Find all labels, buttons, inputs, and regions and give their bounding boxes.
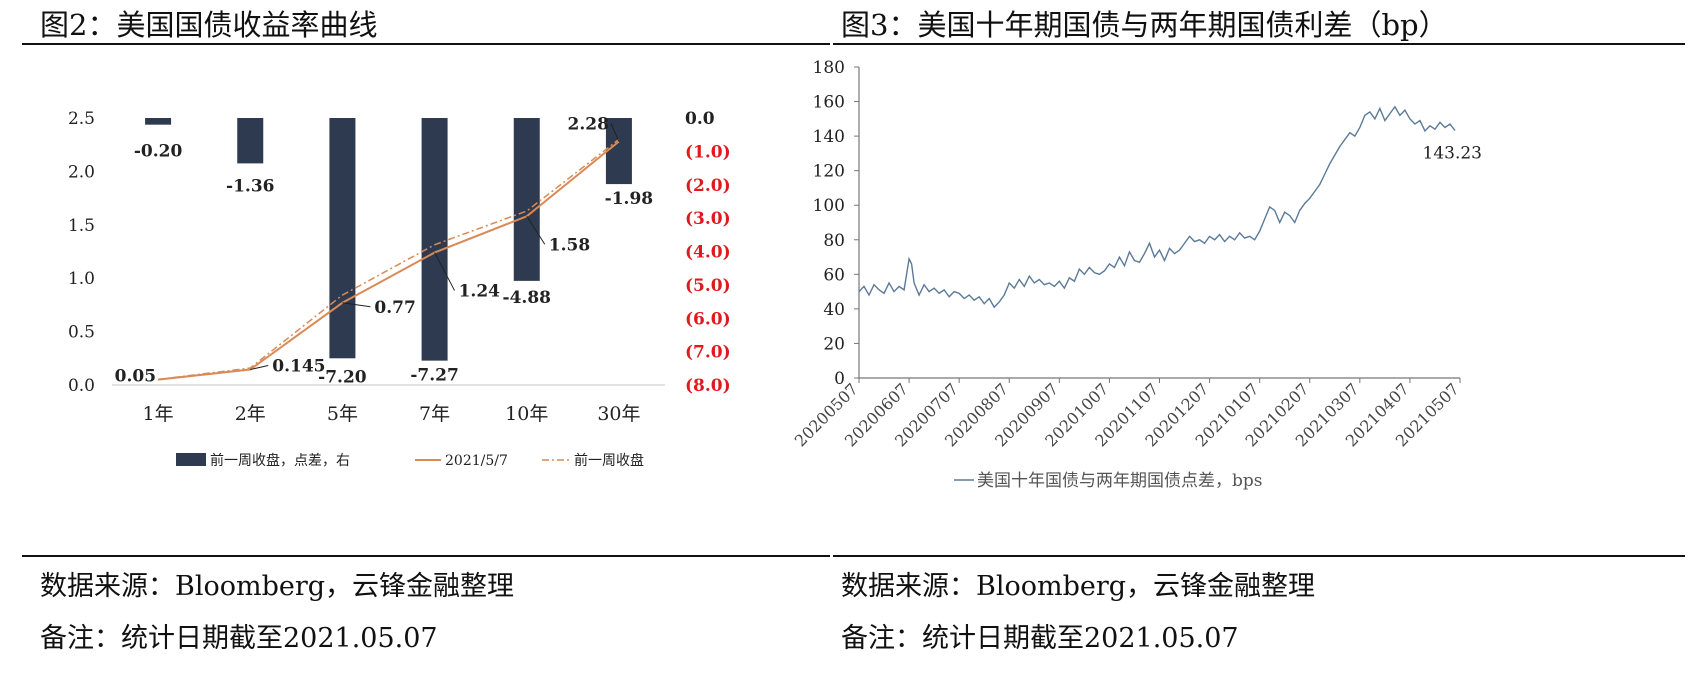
y-axis-tick-label: 40 [823, 300, 845, 320]
spread-bar-value-label: -0.20 [134, 142, 183, 162]
right-axis-tick-label: (5.0) [685, 276, 731, 296]
previous-close-line [157, 138, 620, 381]
spread-chart: 0204060801001201401601802020050720200607… [791, 58, 1482, 491]
right-axis-tick-label: (6.0) [685, 309, 731, 329]
right-axis-tick-label: (2.0) [685, 176, 731, 196]
spread-bar [605, 118, 632, 185]
spread-panel: 图3：美国十年期国债与两年期国债利差（bp） 0 20 40 60 80 100 120 14… [791, 0, 1705, 676]
line-label-leader [342, 302, 371, 308]
y-axis-tick-label: 20 [823, 334, 845, 354]
right-axis-tick-label: 0.0 [685, 109, 715, 129]
x-axis-category-label: 5年 [327, 403, 358, 425]
left-axis-tick-label: 2.0 [68, 162, 95, 182]
y-axis-tick-label: 60 [823, 265, 845, 285]
x-axis-category-label: 7年 [419, 403, 450, 425]
current-yield-line [157, 140, 620, 381]
right-source-note: 数据来源：Bloomberg，云锋金融整理 [841, 571, 1316, 602]
y-axis-tick-label: 80 [823, 231, 845, 251]
spread-bar [329, 118, 356, 359]
left-top-rule [22, 43, 830, 45]
current-yield-value-label: 1.24 [459, 282, 501, 302]
legend-previous-label: 前一周收盘 [574, 452, 644, 469]
spread-bar [421, 118, 448, 361]
spread-bar-value-label: -1.36 [226, 176, 274, 196]
spread-bar-value-label: -7.20 [318, 367, 367, 387]
y-axis-tick-label: 160 [813, 93, 845, 113]
right-remark-note: 备注：统计日期截至2021.05.07 [841, 623, 1239, 654]
current-yield-value-label: 1.58 [549, 235, 590, 255]
right-bottom-rule [833, 555, 1685, 557]
y-axis-tick-label: 180 [813, 58, 845, 78]
right-top-rule [833, 43, 1685, 45]
right-axis-tick-label: (4.0) [685, 243, 731, 263]
left-axis-tick-label: 1.0 [68, 269, 95, 289]
legend-bar-swatch [176, 453, 206, 466]
right-axis-tick-label: (3.0) [685, 209, 731, 229]
line-label-leader [610, 123, 620, 142]
left-axis-tick-label: 1.5 [68, 216, 95, 236]
y-axis-tick-label: 140 [813, 127, 845, 147]
left-source-note: 数据来源：Bloomberg，云锋金融整理 [40, 571, 515, 602]
y-axis-tick-label: 0 [834, 369, 845, 389]
left-bottom-rule [22, 555, 830, 557]
left-axis-tick-label: 2.5 [68, 109, 95, 129]
yield-curve-chart: 0.0 0.5 1.0 1.5 2.0 2.5 0.0 (1.0) (2.0) (3.0) (4.0… [68, 109, 731, 469]
right-axis-tick-label: (8.0) [685, 376, 731, 396]
spread-bar-value-label: -7.27 [410, 366, 458, 386]
current-yield-value-label: 0.05 [115, 367, 156, 387]
right-axis-tick-label: (7.0) [685, 343, 731, 363]
left-figure-title: 图2：美国国债收益率曲线 [40, 8, 378, 42]
spread-bar-value-label: -4.88 [503, 288, 551, 308]
spread-bar-value-label: -1.98 [605, 189, 653, 209]
x-axis-category-label: 2年 [235, 403, 266, 425]
x-axis-category-label: 30年 [597, 403, 640, 425]
yield-curve-panel: 图2：美国国债收益率曲线 0.0 0.5 1.0 1.5 2.0 2.5 0.0 (1.0) (… [0, 0, 830, 676]
current-yield-value-label: 0.77 [374, 298, 415, 318]
current-yield-value-label: 0.145 [272, 357, 325, 377]
left-axis-tick-label: 0.5 [68, 323, 95, 343]
x-axis-category-label: 1年 [143, 403, 174, 425]
x-axis-category-label: 10年 [505, 403, 548, 425]
spread-bar [237, 118, 264, 164]
spread-bar [145, 118, 172, 125]
line-label-leader [526, 215, 546, 245]
y-axis-tick-label: 120 [813, 162, 845, 182]
spread-last-value-label: 143.23 [1423, 144, 1482, 164]
current-yield-value-label: 2.28 [568, 114, 609, 134]
y-axis-tick-label: 100 [813, 196, 845, 216]
left-axis-tick-label: 0.0 [68, 376, 95, 396]
line-label-leader [250, 365, 269, 371]
line-label-leader [434, 252, 456, 291]
legend-spread-label: 美国十年国债与两年期国债点差，bps [977, 471, 1263, 491]
legend-current-label: 2021/5/7 [445, 453, 508, 469]
legend-bar-label: 前一周收盘，点差，右 [210, 452, 350, 469]
spread-series-line [858, 105, 1456, 309]
left-remark-note: 备注：统计日期截至2021.05.07 [40, 623, 438, 654]
right-figure-title: 图3：美国十年期国债与两年期国债利差（bp） [841, 8, 1448, 42]
spread-bar [513, 118, 540, 281]
right-axis-tick-label: (1.0) [685, 142, 731, 162]
